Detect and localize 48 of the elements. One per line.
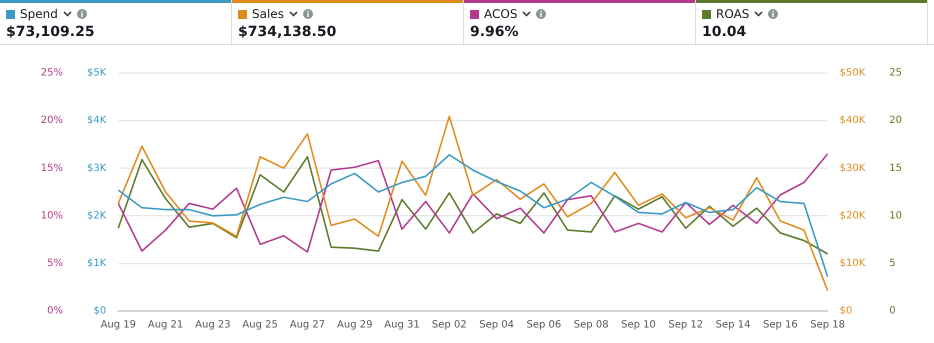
y-tick-label: $0 [94, 306, 106, 317]
x-tick-label: Sep 10 [621, 320, 656, 331]
x-tick-label: Sep 12 [668, 320, 704, 331]
x-tick-label: Sep 08 [574, 320, 609, 331]
text: 10.04 [702, 24, 748, 40]
x-tick-label: Sep 16 [762, 320, 798, 331]
text: $734,138.50 [238, 24, 338, 40]
text: 0% [47, 306, 63, 317]
text: 9.96% [470, 24, 520, 40]
x-tick-label: Aug 21 [148, 320, 184, 331]
y-tick-label: $4K [86, 115, 107, 126]
y-tick-label: $2K [86, 210, 107, 222]
y3-tick-label: 0 [889, 306, 896, 317]
y3-tick-label: 25 [889, 68, 902, 79]
legend-label: ROAS [716, 7, 750, 21]
x-tick-label: Sep 18 [810, 320, 846, 331]
x-tick-label: Sep 02 [432, 320, 467, 331]
x-tick-label: Aug 19 [100, 320, 136, 331]
x-tick-label: Aug 29 [337, 320, 372, 331]
x-tick-label: Aug 27 [290, 320, 326, 331]
y3-tick-label: 15 [889, 162, 902, 174]
text: $73,109.25 [6, 24, 96, 40]
y2-tick-label: $30K [840, 162, 866, 174]
text: 5% [47, 258, 63, 269]
x-tick-label: Aug 31 [384, 320, 420, 331]
y2-tick-label: $10K [840, 258, 866, 269]
text: 20% [40, 115, 63, 126]
y-tick-label: $3K [86, 162, 107, 174]
y2-tick-label: $50K [840, 68, 866, 79]
x-tick-label: Aug 25 [242, 320, 278, 331]
legend-label: Sales [252, 7, 284, 21]
x-tick-label: Sep 06 [526, 320, 562, 331]
y3-tick-label: 10 [889, 210, 902, 222]
y2-tick-label: $40K [840, 115, 866, 126]
x-tick-label: Aug 23 [195, 320, 231, 331]
y3-tick-label: 5 [889, 258, 896, 269]
y3-tick-label: 20 [889, 115, 902, 126]
x-tick-label: Sep 04 [479, 320, 514, 331]
legend-label: ACOS [484, 7, 518, 21]
x-tick-label: Sep 14 [716, 320, 750, 331]
text: 15% [40, 162, 63, 174]
y2-tick-label: $20K [840, 210, 866, 222]
text: 25% [40, 68, 63, 79]
legend-label: Spend [20, 7, 58, 21]
text: 10% [40, 210, 63, 222]
y2-tick-label: $0 [840, 306, 852, 317]
y-tick-label: $5K [86, 68, 107, 79]
y-tick-label: $1K [86, 258, 107, 269]
